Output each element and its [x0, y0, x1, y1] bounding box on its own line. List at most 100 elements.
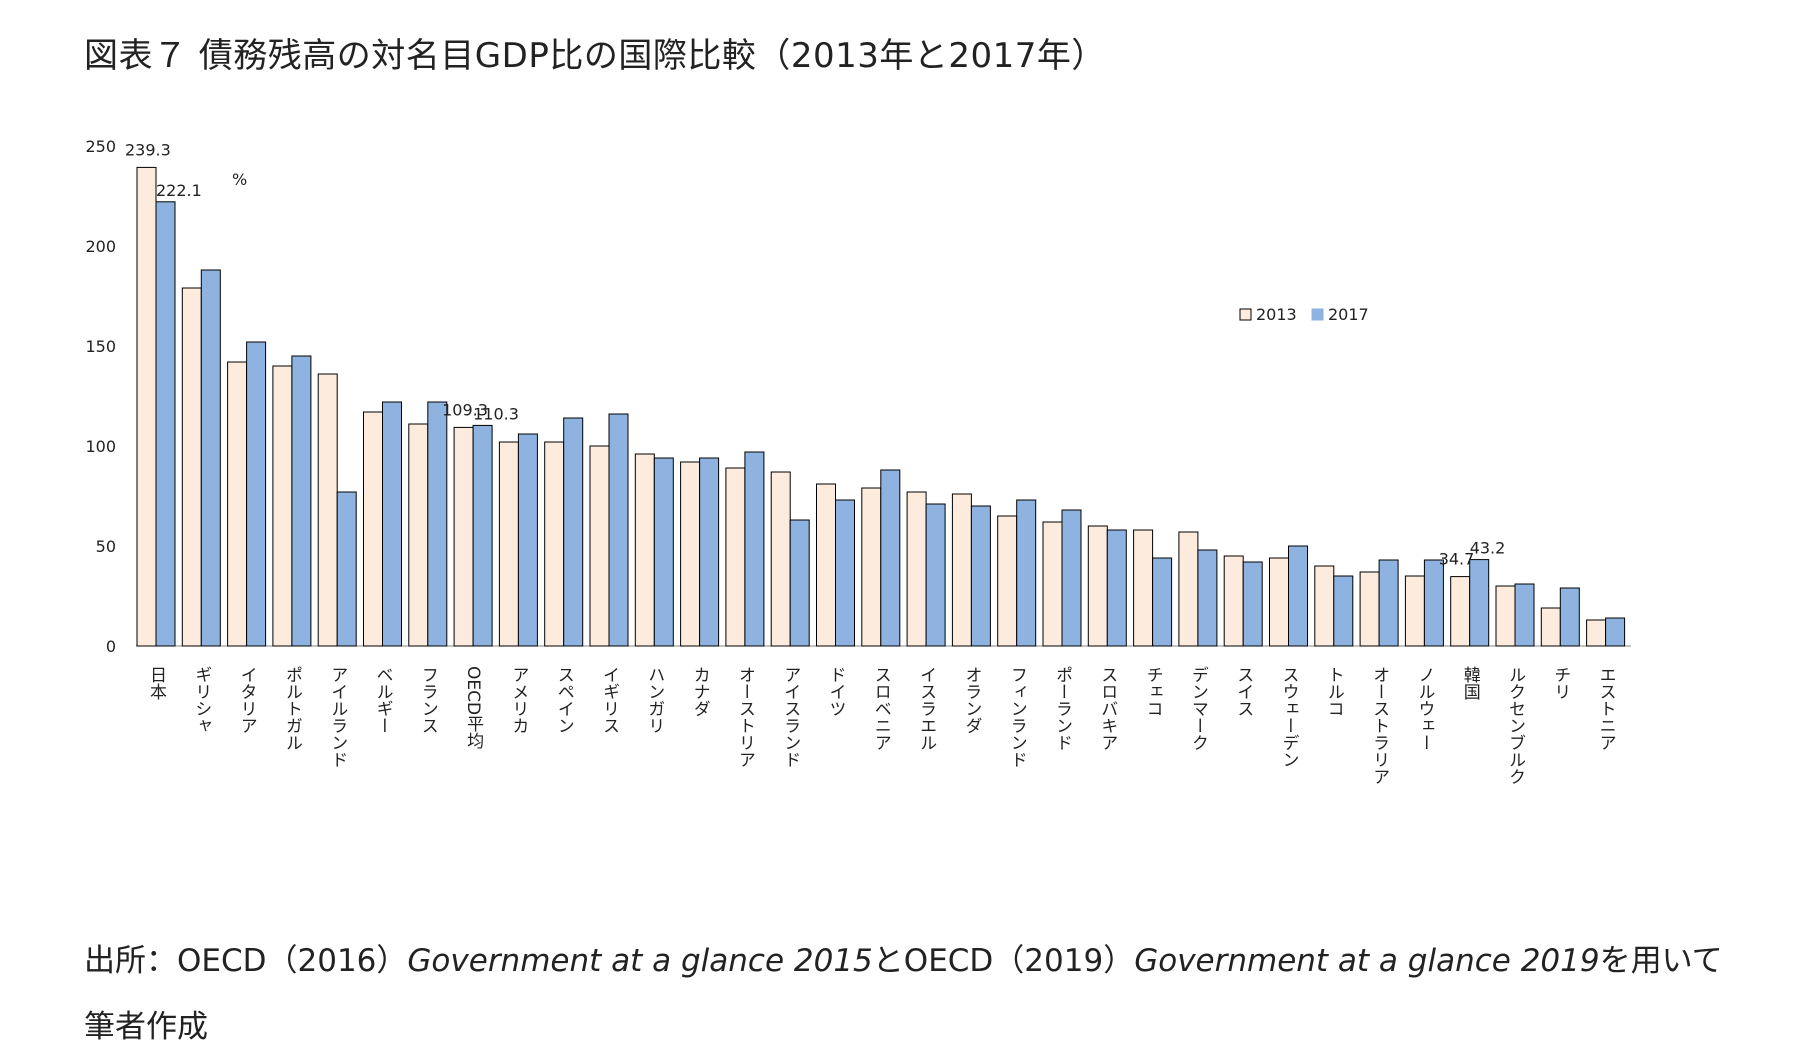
- bar-2013: [1178, 531, 1199, 647]
- category-label: ポルトガル: [282, 666, 302, 751]
- bar-2013: [1269, 557, 1289, 647]
- category-label: オーストラリア: [1369, 666, 1389, 785]
- data-label: 43.2: [1470, 539, 1506, 558]
- bar-2013: [1042, 521, 1063, 647]
- category-label: スイス: [1233, 666, 1253, 717]
- bar-2013: [227, 361, 248, 647]
- bar-2017: [1061, 509, 1082, 647]
- y-tick-label: 50: [96, 537, 116, 556]
- bar-2013: [1359, 571, 1380, 647]
- y-axis: 0 50 100 150 200 250: [85, 137, 1631, 656]
- category-label: エストニア: [1596, 666, 1616, 751]
- bar-2017: [517, 433, 538, 647]
- category-label: ギリシャ: [191, 666, 211, 734]
- category-label: カナダ: [690, 666, 710, 717]
- bar-2017: [427, 401, 448, 647]
- source-note: 出所：OECD（2016）Government at a glance 2015…: [84, 928, 1724, 1060]
- source-suffix: を用いて筆者作成: [84, 943, 1723, 1045]
- bar-2013: [906, 491, 927, 647]
- category-label: アメリカ: [508, 666, 528, 734]
- category-label: 日本: [146, 666, 167, 700]
- category-label: フィンランド: [1007, 666, 1027, 768]
- bar-2013: [408, 423, 429, 647]
- data-label: 109.3: [442, 400, 488, 419]
- bar-2017: [1514, 583, 1535, 647]
- category-label: イスラエル: [916, 666, 936, 751]
- bar-2017: [1469, 559, 1490, 647]
- bar-2017: [336, 491, 357, 647]
- bar-2017: [382, 401, 402, 647]
- legend-label-2017: 2017: [1328, 305, 1369, 324]
- source-mid: とOECD（2019）: [872, 943, 1135, 979]
- category-label: アイスランド: [780, 666, 800, 768]
- bar-2017: [608, 413, 629, 647]
- bar-2017: [1333, 575, 1354, 647]
- bars: [136, 166, 1626, 647]
- category-label: イギリス: [599, 666, 619, 734]
- bar-2017: [1423, 559, 1444, 647]
- data-label: 222.1: [156, 181, 202, 200]
- category-label: オランダ: [961, 666, 981, 734]
- category-label: スペイン: [554, 666, 574, 734]
- bar-2017: [699, 457, 720, 647]
- category-label: ルクセンブルク: [1505, 666, 1525, 785]
- bar-2013: [951, 493, 972, 647]
- category-label: スウェーデン: [1279, 666, 1299, 768]
- bar-2017: [789, 519, 810, 647]
- category-label: トルコ: [1324, 666, 1344, 717]
- y-tick-label: 200: [85, 237, 116, 256]
- bar-2013: [1223, 555, 1244, 647]
- bar-2013: [1586, 619, 1607, 647]
- bar-2017: [1242, 561, 1263, 647]
- bar-2017: [200, 269, 221, 647]
- bar-2013: [1404, 575, 1425, 647]
- bar-2013: [1450, 576, 1471, 647]
- source-prefix: 出所：OECD（2016）: [84, 943, 408, 979]
- category-label: オーストリア: [735, 666, 755, 768]
- category-label: ハンガリ: [644, 666, 664, 734]
- bar-2017: [1152, 557, 1173, 647]
- bar-2013: [1133, 529, 1154, 647]
- bar-2013: [1087, 525, 1108, 647]
- category-label: チリ: [1550, 666, 1570, 700]
- bar-2017: [835, 499, 855, 647]
- category-label: ベルギー: [373, 666, 393, 734]
- bar-2017: [1605, 617, 1626, 647]
- bar-2013: [997, 515, 1018, 647]
- category-label: スロベニア: [871, 666, 891, 751]
- bar-2013: [680, 461, 701, 647]
- bar-2013: [453, 426, 474, 647]
- bar-2013: [136, 166, 157, 647]
- bar-2013: [181, 287, 202, 647]
- category-label: ポーランド: [1052, 666, 1072, 751]
- bar-2013: [317, 373, 338, 647]
- bar-2013: [1314, 565, 1335, 647]
- bar-2017: [155, 201, 176, 647]
- bar-2017: [970, 505, 991, 647]
- source-work-2: Government at a glance 2019: [1134, 943, 1600, 979]
- legend-swatch-2013: [1239, 308, 1252, 321]
- y-tick-label: 100: [85, 437, 116, 456]
- bar-2017: [1106, 529, 1127, 647]
- source-work-1: Government at a glance 2015: [407, 943, 873, 979]
- bar-2013: [1495, 585, 1516, 647]
- bar-2013: [816, 483, 836, 647]
- category-label: ドイツ: [826, 666, 846, 717]
- category-label: イタリア: [237, 666, 257, 734]
- bar-2017: [1378, 559, 1399, 647]
- unit-label: %: [232, 170, 247, 189]
- bar-2013: [1540, 607, 1561, 647]
- category-label: スロバキア: [1097, 666, 1117, 751]
- bar-2017: [472, 424, 493, 647]
- category-label: チェコ: [1143, 666, 1163, 717]
- bar-2013: [544, 441, 565, 647]
- data-label: 110.3: [473, 404, 519, 423]
- bar-2013: [770, 471, 791, 647]
- bar-2013: [272, 365, 293, 647]
- category-label: フランス: [418, 666, 438, 734]
- category-labels: 日本 ギリシャ イタリア ポルトガル アイルランド ベルギー フランス OECD平均 アメリカ ス…: [146, 666, 1616, 785]
- chart-title: 図表７ 債務残高の対名目GDP比の国際比較（2013年と2017年）: [84, 36, 1106, 76]
- data-label: 34.7: [1439, 550, 1475, 569]
